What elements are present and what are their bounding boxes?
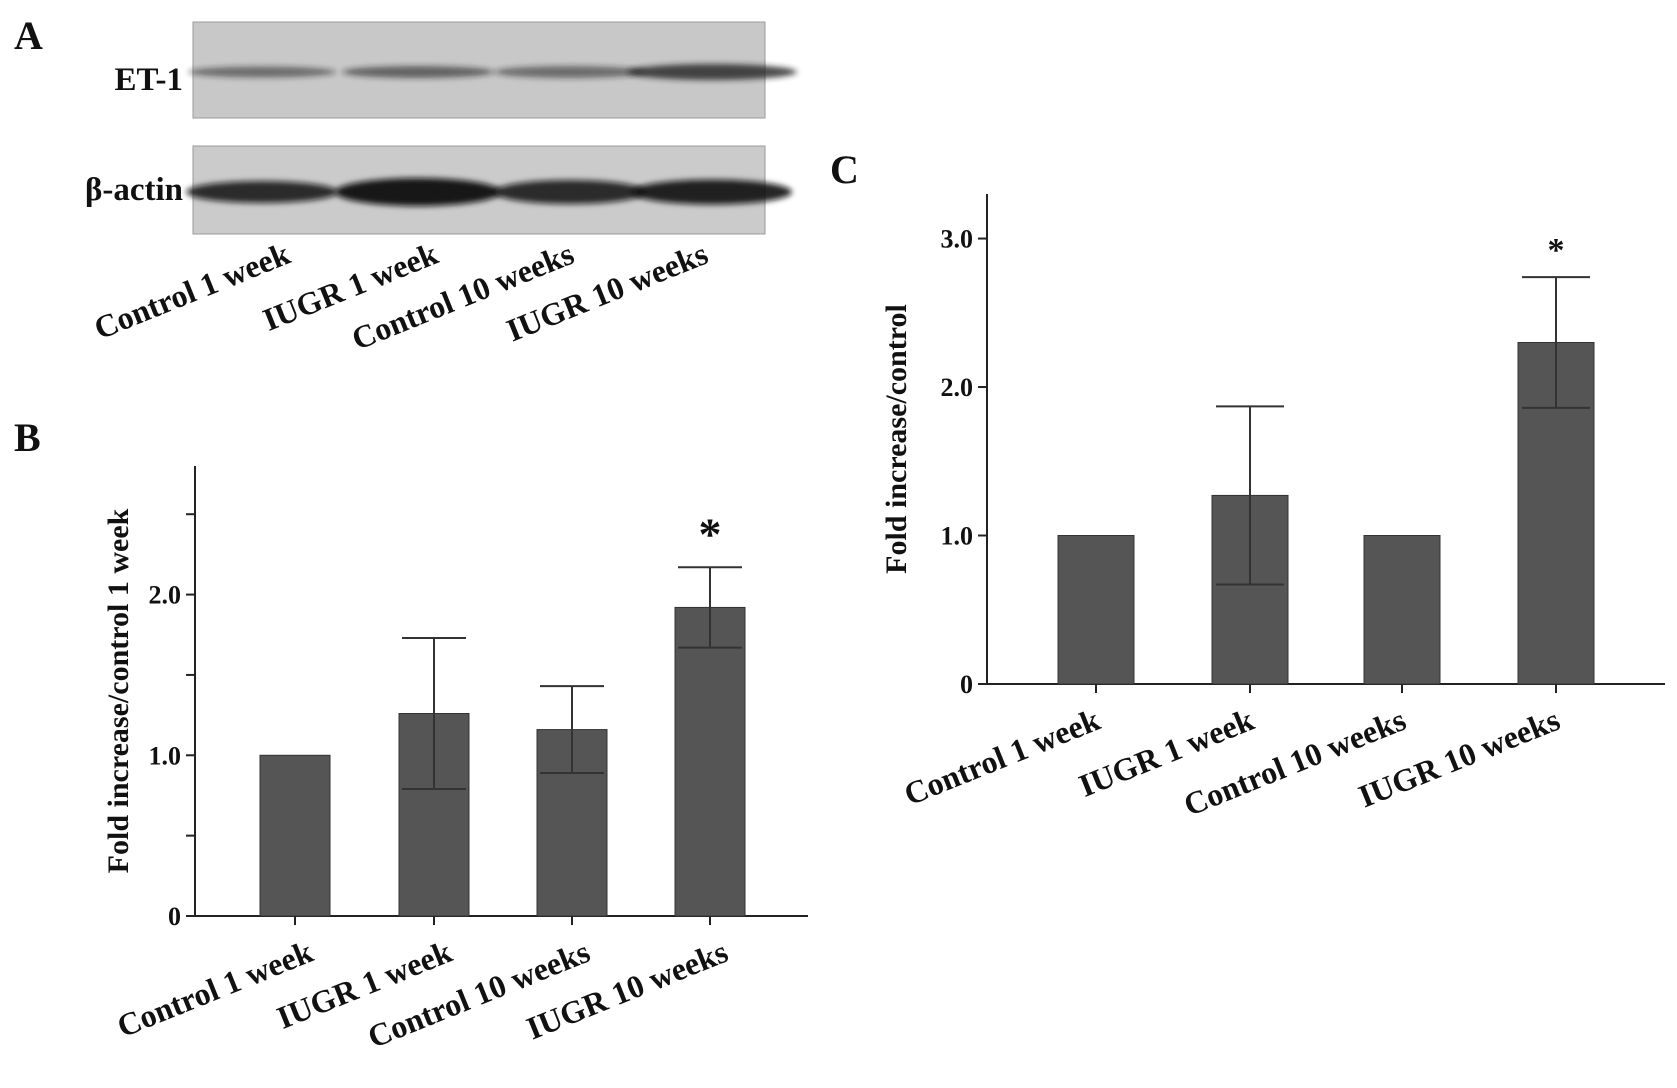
bar [674, 606, 746, 917]
chart-c: Fold increase/control 0 1.0 2.0 3.0 Control … [880, 194, 1665, 823]
y-axis-label: Fold increase/control 1 week [102, 508, 135, 873]
y-tick-label: 0 [168, 902, 181, 931]
et1-band [342, 66, 494, 78]
x-tick-label: Control 1 week [899, 701, 1105, 812]
y-tick-label: 1.0 [149, 741, 182, 770]
beta-actin-band [632, 179, 792, 205]
bar [259, 754, 331, 917]
y-tick-label: 3.0 [941, 225, 974, 254]
significance-marker: * [1548, 232, 1565, 269]
blot-row-label-beta-actin: β-actin [85, 172, 183, 208]
blot-lane-label: Control 10 weeks [346, 235, 578, 357]
et1-band [627, 64, 797, 80]
y-tick-label: 1.0 [941, 522, 974, 551]
y-tick-label: 2.0 [941, 373, 974, 402]
beta-actin-band [335, 178, 501, 206]
y-tick-label: 0 [960, 670, 973, 699]
bar [1057, 535, 1135, 685]
significance-marker: * [699, 508, 722, 559]
chart-b: Fold increase/control 1 week 01.02.0Cont… [102, 466, 808, 1055]
panel-label-a: A [14, 13, 43, 58]
et1-band [188, 66, 336, 78]
beta-actin-band [494, 180, 646, 204]
bar [1363, 535, 1441, 685]
et1-band [494, 66, 646, 78]
panel-label-c: C [830, 147, 859, 192]
blot-lane-label: Control 1 week [89, 235, 295, 346]
blot-row-label-et1: ET-1 [115, 62, 183, 98]
panel-label-b: B [14, 415, 41, 460]
y-axis-label: Fold increase/control [880, 304, 913, 574]
beta-actin-band [186, 181, 338, 203]
y-tick-label: 2.0 [149, 581, 182, 610]
